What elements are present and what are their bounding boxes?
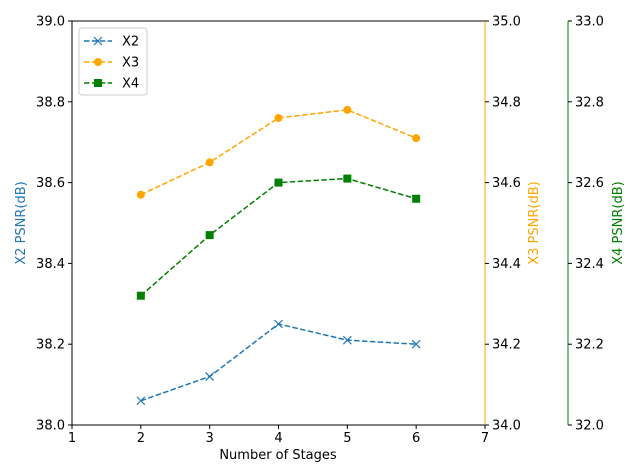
series-x4 — [136, 174, 421, 300]
x4-tick-label: 32.4 — [575, 257, 604, 272]
series-x4-point — [412, 194, 421, 203]
x2-tick-label: 39.0 — [36, 15, 65, 30]
series-x4-point — [205, 231, 214, 240]
x3-tick-label: 34.0 — [492, 419, 521, 434]
x-axis-label: Number of Stages — [219, 448, 337, 463]
series-x3-point — [343, 105, 352, 114]
legend-marker — [94, 58, 102, 66]
legend-marker — [93, 36, 103, 46]
x4-tick-label: 32.0 — [575, 419, 604, 434]
series-x2-point — [274, 319, 283, 329]
x3-tick-label: 35.0 — [492, 15, 521, 30]
x-tick-label: 3 — [206, 431, 214, 446]
x3-tick-label: 34.2 — [492, 338, 521, 353]
series-x2-point — [342, 335, 352, 345]
series-x2-point — [411, 339, 421, 349]
x4-tick-label: 32.8 — [575, 95, 604, 110]
legend-marker — [94, 79, 102, 87]
series-x4-point — [343, 174, 352, 183]
x2-tick-label: 38.8 — [36, 95, 65, 110]
x-tick-label: 4 — [274, 431, 282, 446]
x3-axis: 34.0 34.2 34.4 34.6 34.8 35.0 X3 PSNR(dB) — [484, 15, 542, 434]
series-x3-point — [136, 190, 145, 199]
legend-box — [78, 27, 148, 96]
x4-tick-label: 32.2 — [575, 338, 604, 353]
x3-tick-label: 34.8 — [492, 95, 521, 110]
legend-entry-x4: X4 — [84, 77, 139, 92]
x-tick-label: 1 — [68, 431, 76, 446]
series-layer — [136, 105, 421, 406]
x4-axis-label: X4 PSNR(dB) — [611, 181, 626, 264]
series-x3-point — [274, 113, 283, 122]
x-tick-label: 6 — [412, 431, 420, 446]
x4-axis: 32.0 32.2 32.4 32.6 32.8 33.0 X4 PSNR(dB) — [567, 15, 626, 434]
x4-tick-label: 33.0 — [575, 15, 604, 30]
x2-tick-label: 38.4 — [36, 257, 65, 272]
series-x3-point — [412, 134, 421, 143]
x-tick-label: 7 — [481, 431, 489, 446]
series-x4-line — [140, 177, 417, 297]
series-x2 — [136, 319, 421, 406]
x2-axis: 38.0 38.2 38.4 38.6 38.8 39.0 X2 PSNR(dB) — [14, 15, 73, 434]
series-x2-point — [136, 396, 146, 406]
legend-entry-x2: X2 — [84, 35, 139, 50]
series-x3-line — [140, 109, 417, 196]
legend-label: X2 — [122, 35, 139, 50]
x-tick-label: 5 — [343, 431, 351, 446]
y-axes: 38.038.238.438.638.839.0X2 PSNR(dB)34.03… — [14, 15, 626, 434]
x4-tick-label: 32.6 — [575, 176, 604, 191]
x3-tick-label: 34.6 — [492, 176, 521, 191]
legend: X2 X3 X4 — [78, 27, 148, 96]
series-x3-point — [205, 158, 214, 167]
legend-entry-x3: X3 — [84, 56, 139, 71]
legend-label: X3 — [122, 56, 139, 71]
x2-tick-label: 38.6 — [36, 176, 65, 191]
x3-tick-label: 34.4 — [492, 257, 521, 272]
x2-tick-label: 38.2 — [36, 338, 65, 353]
x2-axis-label: X2 PSNR(dB) — [14, 181, 29, 264]
series-x3 — [136, 105, 421, 199]
series-x4-point — [136, 291, 145, 300]
x-tick-label: 2 — [137, 431, 145, 446]
x3-axis-label: X3 PSNR(dB) — [527, 181, 542, 264]
x2-tick-label: 38.0 — [36, 419, 65, 434]
x-axis: 1 2 3 4 5 6 7 — [68, 425, 489, 446]
legend-label: X4 — [122, 77, 139, 92]
series-x2-line — [140, 323, 417, 402]
series-x2-point — [205, 372, 215, 381]
series-x4-point — [274, 178, 283, 187]
